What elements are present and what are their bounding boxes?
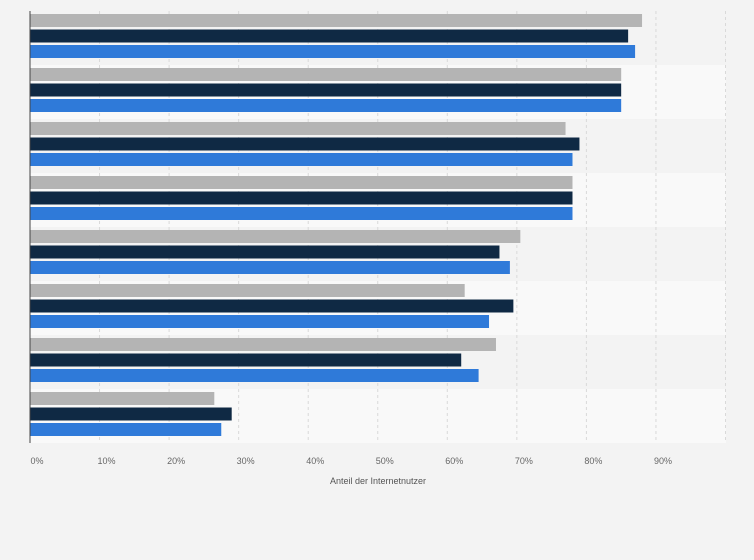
bars: [30, 14, 643, 436]
bar: [30, 122, 566, 135]
bar: [30, 68, 622, 81]
bar: [30, 99, 622, 112]
x-tick-label: 50%: [376, 456, 394, 466]
x-tick-label: 60%: [445, 456, 463, 466]
x-tick-label: 90%: [654, 456, 672, 466]
x-tick-label: 30%: [237, 456, 255, 466]
x-tick-label: 10%: [98, 456, 116, 466]
bar: [30, 45, 636, 58]
x-axis-title: Anteil der Internetnutzer: [330, 476, 426, 486]
bar: [30, 407, 232, 421]
bar: [30, 315, 490, 328]
x-tick-label: 20%: [167, 456, 185, 466]
bar: [30, 191, 573, 205]
bar: [30, 207, 573, 220]
bar: [30, 392, 215, 405]
bar: [30, 14, 643, 27]
bar: [30, 176, 573, 189]
x-tick-label: 80%: [584, 456, 602, 466]
x-tick-label: 70%: [515, 456, 533, 466]
bar: [30, 284, 465, 297]
bar: [30, 338, 496, 351]
x-tick-label: 0%: [30, 456, 43, 466]
bar: [30, 29, 629, 43]
bar: [30, 423, 222, 436]
x-tick-label: 40%: [306, 456, 324, 466]
bar: [30, 353, 462, 367]
x-tick-labels: 0% 10% 20% 30% 40% 50% 60% 70% 80% 90%: [30, 456, 671, 466]
bar: [30, 83, 622, 97]
bar: [30, 245, 500, 259]
bar: [30, 369, 479, 382]
bar: [30, 230, 521, 243]
bar: [30, 299, 514, 313]
bar: [30, 137, 580, 151]
bar: [30, 261, 510, 274]
bar: [30, 153, 573, 166]
